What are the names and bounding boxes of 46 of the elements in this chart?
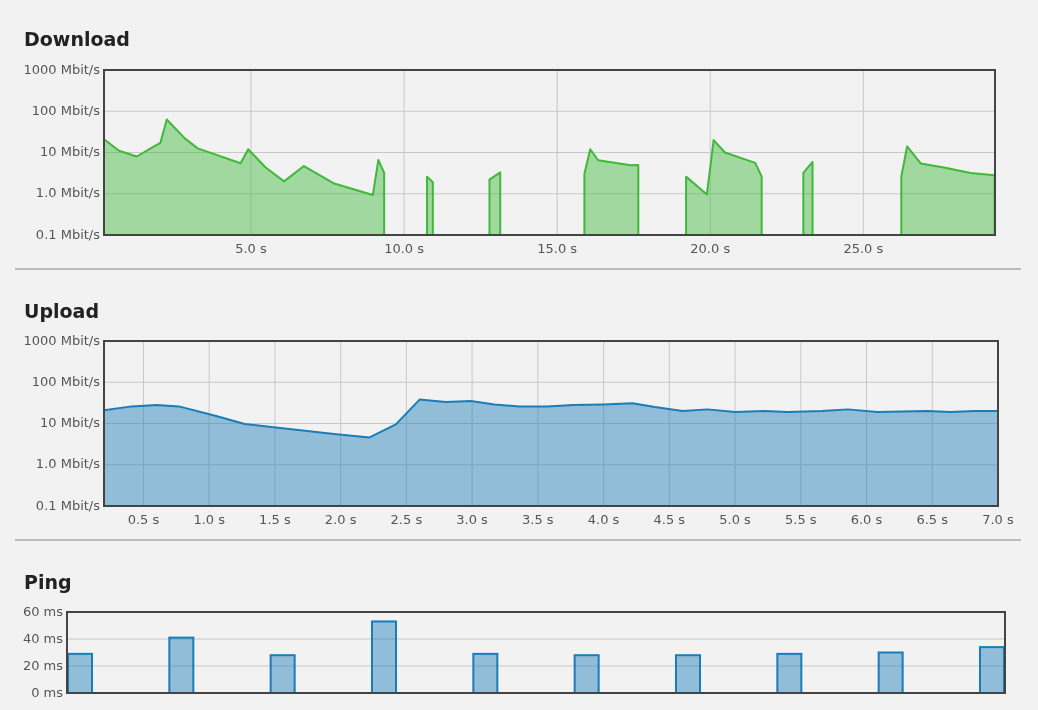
y-tick-label: 1.0 Mbit/s: [35, 456, 101, 472]
x-tick-label: 6.5 s: [916, 511, 949, 527]
x-tick-label: 5.0 s: [235, 240, 267, 256]
chart-title: Upload: [24, 299, 100, 322]
x-tick-label: 25.0 s: [843, 240, 884, 256]
chart-title: Download: [24, 27, 130, 50]
y-tick-label: 10 Mbit/s: [39, 415, 101, 430]
x-tick-label: 3.5 s: [522, 511, 554, 527]
bar: [67, 652, 93, 694]
bar: [269, 654, 296, 694]
x-tick-label: 2.0 s: [324, 511, 357, 527]
bar: [472, 652, 499, 694]
x-tick-label: 4.5 s: [653, 511, 686, 527]
x-tick-label: 2.5 s: [390, 511, 423, 527]
y-tick-label: 0.1 Mbit/s: [35, 497, 101, 513]
bar: [168, 636, 195, 694]
y-tick-label: 40 ms: [22, 630, 64, 646]
bar: [877, 651, 904, 694]
x-tick-label: 5.0 s: [719, 511, 752, 527]
y-tick-label: 0 ms: [31, 684, 64, 700]
bar: [675, 654, 701, 694]
x-tick-label: 15.0 s: [537, 240, 578, 256]
x-tick-label: 1.5 s: [259, 511, 291, 527]
y-tick-label: 20 ms: [22, 657, 64, 673]
bar: [979, 646, 1005, 694]
bar: [371, 620, 397, 694]
y-tick-label: 60 ms: [22, 603, 64, 619]
y-tick-label: 100 Mbit/s: [31, 102, 101, 118]
x-tick-label: 6.0 s: [850, 511, 883, 527]
x-tick-label: 4.0 s: [587, 511, 620, 527]
x-tick-label: 10.0 s: [384, 240, 425, 256]
bar: [776, 652, 803, 694]
y-tick-label: 1.0 Mbit/s: [35, 185, 101, 201]
y-tick-label: 100 Mbit/s: [31, 373, 101, 389]
x-tick-label: 5.5 s: [785, 511, 817, 527]
x-tick-label: 20.0 s: [690, 240, 731, 256]
x-tick-label: 1.0 s: [193, 511, 226, 527]
y-tick-label: 0.1 Mbit/s: [35, 226, 101, 242]
y-tick-label: 10 Mbit/s: [39, 144, 101, 159]
y-tick-label: 1000 Mbit/s: [23, 61, 101, 77]
x-tick-label: 0.5 s: [127, 511, 160, 527]
x-tick-label: 3.0 s: [456, 511, 489, 527]
chart-title: Ping: [24, 570, 72, 593]
y-tick-label: 1000 Mbit/s: [23, 332, 101, 348]
bar: [573, 654, 600, 694]
x-tick-label: 7.0 s: [982, 511, 1015, 527]
